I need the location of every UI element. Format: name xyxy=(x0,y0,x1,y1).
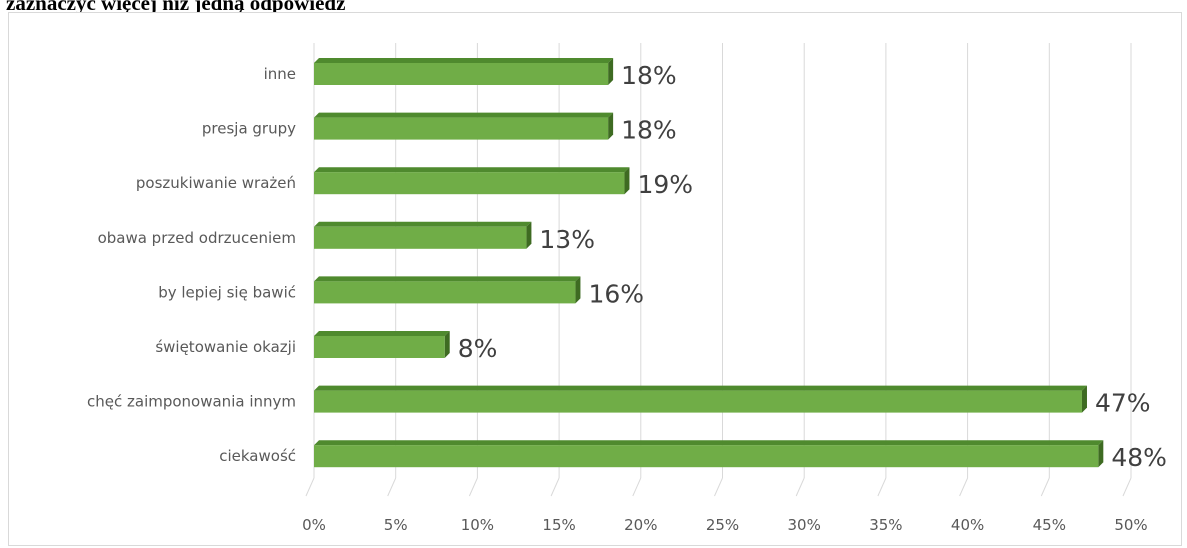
bar xyxy=(314,336,445,358)
x-tick-label: 10% xyxy=(461,516,494,534)
bar-top-face xyxy=(314,276,581,282)
category-label: świętowanie okazji xyxy=(155,338,296,356)
bar-side-face xyxy=(1081,385,1087,413)
gridlines xyxy=(305,43,1132,497)
category-label: chęć zaimponowania innym xyxy=(87,393,296,411)
chart-frame: inne presja grupy poszukiwanie wrażeń obawa… xyxy=(8,12,1182,546)
x-tick-label: 35% xyxy=(869,516,902,534)
gridline-foot xyxy=(959,477,969,497)
gridline-foot xyxy=(632,477,642,497)
gridline-foot xyxy=(550,477,560,497)
x-tick-label: 30% xyxy=(788,516,821,534)
gridline-foot xyxy=(1040,477,1050,497)
data-label: 47% xyxy=(1095,389,1151,418)
x-tick-label: 5% xyxy=(384,516,408,534)
x-tick-label: 40% xyxy=(951,516,984,534)
x-tick-label: 0% xyxy=(302,516,326,534)
gridline-foot xyxy=(795,477,805,497)
data-label: 13% xyxy=(539,225,595,254)
bar-side-face xyxy=(444,331,450,358)
data-label: 19% xyxy=(637,170,693,199)
bar xyxy=(314,226,527,249)
bar xyxy=(314,63,609,85)
bar-side-face xyxy=(575,276,581,304)
category-label: poszukiwanie wrażeń xyxy=(136,174,296,192)
category-label: obawa przed odrzuceniem xyxy=(98,229,296,247)
data-labels: 18% 18% 19% 13% 16% 8% 47% 48% xyxy=(458,61,1167,472)
bar-side-face xyxy=(526,221,532,249)
x-tick-label: 45% xyxy=(1033,516,1066,534)
gridline-foot xyxy=(877,477,887,497)
category-label: inne xyxy=(264,65,296,83)
bar xyxy=(314,390,1082,413)
bar-top-face xyxy=(314,58,614,63)
page-heading: zaznaczyć więcej niż jedną odpowiedź xyxy=(6,0,346,15)
bar-chart: inne presja grupy poszukiwanie wrażeń obawa… xyxy=(87,43,1167,534)
bar xyxy=(314,117,609,140)
x-tick-label: 15% xyxy=(542,516,575,534)
x-tick-label: 50% xyxy=(1114,516,1147,534)
data-label: 18% xyxy=(621,61,677,90)
category-label: presja grupy xyxy=(202,120,296,138)
bars xyxy=(314,58,1104,468)
gridline-foot xyxy=(387,477,397,497)
category-label: ciekawość xyxy=(219,447,296,465)
x-tick-label: 25% xyxy=(706,516,739,534)
data-label: 48% xyxy=(1111,443,1167,472)
bar-side-face xyxy=(608,58,614,85)
bar xyxy=(314,445,1099,468)
data-label: 8% xyxy=(458,334,498,363)
bar xyxy=(314,172,625,195)
bar-top-face xyxy=(314,331,450,336)
x-axis-ticks: 0% 5% 10% 15% 20% 25% 30% 35% 40% 45% 50% xyxy=(302,516,1148,534)
bar-top-face xyxy=(314,167,630,173)
data-label: 16% xyxy=(588,279,644,308)
gridline-foot xyxy=(305,477,315,497)
gridline-foot xyxy=(714,477,723,497)
bar xyxy=(314,281,576,304)
bar-top-face xyxy=(314,112,614,118)
category-label: by lepiej się bawić xyxy=(158,283,296,301)
bar-side-face xyxy=(1098,440,1104,468)
bar-side-face xyxy=(624,167,630,195)
category-labels: inne presja grupy poszukiwanie wrażeń obawa… xyxy=(87,65,296,465)
data-label: 18% xyxy=(621,116,677,145)
gridline-foot xyxy=(468,477,478,497)
bar-top-face xyxy=(314,440,1104,446)
bar-side-face xyxy=(608,112,614,140)
gridline-foot xyxy=(1122,477,1132,497)
x-tick-label: 20% xyxy=(624,516,657,534)
bar-top-face xyxy=(314,221,532,227)
bar-top-face xyxy=(314,385,1087,391)
